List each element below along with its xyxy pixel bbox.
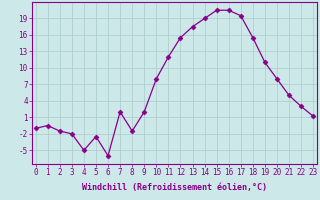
X-axis label: Windchill (Refroidissement éolien,°C): Windchill (Refroidissement éolien,°C) bbox=[82, 183, 267, 192]
